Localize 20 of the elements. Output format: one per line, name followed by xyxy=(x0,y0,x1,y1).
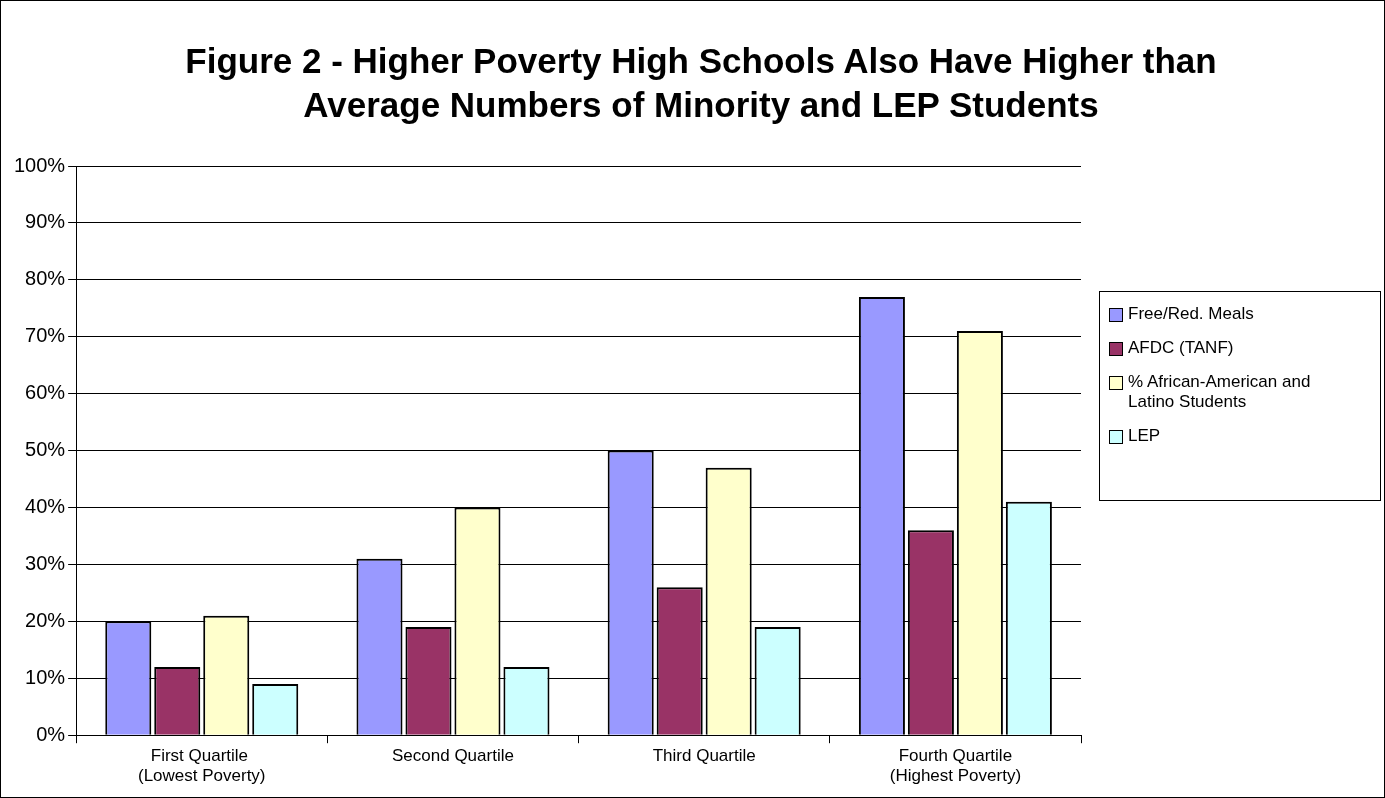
y-tick-label: 70% xyxy=(25,324,66,347)
x-tick-label: Second Quartile xyxy=(392,746,514,766)
x-tick-label: Fourth Quartile (Highest Poverty) xyxy=(889,746,1022,786)
legend-label: LEP xyxy=(1128,426,1161,446)
x-tick-label: First Quartile (Lowest Poverty) xyxy=(137,746,266,786)
x-tick-label: Third Quartile xyxy=(652,746,756,766)
legend-label: Free/Red. Meals xyxy=(1128,304,1254,324)
y-tick-label: 50% xyxy=(25,438,66,461)
y-tick-label: 100% xyxy=(14,153,66,176)
legend-label: % African-American and Latino Students xyxy=(1128,372,1312,412)
y-tick-label: 80% xyxy=(25,267,66,290)
y-tick-label: 40% xyxy=(25,495,66,518)
chart-title: Figure 2 - Higher Poverty High Schools Also Have Higher than Average Numbers of Minority and LEP Students xyxy=(184,40,1218,126)
y-tick-label: 30% xyxy=(25,551,66,574)
y-tick-label: 10% xyxy=(25,665,66,688)
y-tick-label: 60% xyxy=(25,381,66,404)
y-tick-label: 0% xyxy=(36,722,66,745)
legend-label: AFDC (TANF) xyxy=(1128,338,1234,358)
y-tick-label: 90% xyxy=(25,210,66,233)
y-tick-label: 20% xyxy=(25,608,66,631)
